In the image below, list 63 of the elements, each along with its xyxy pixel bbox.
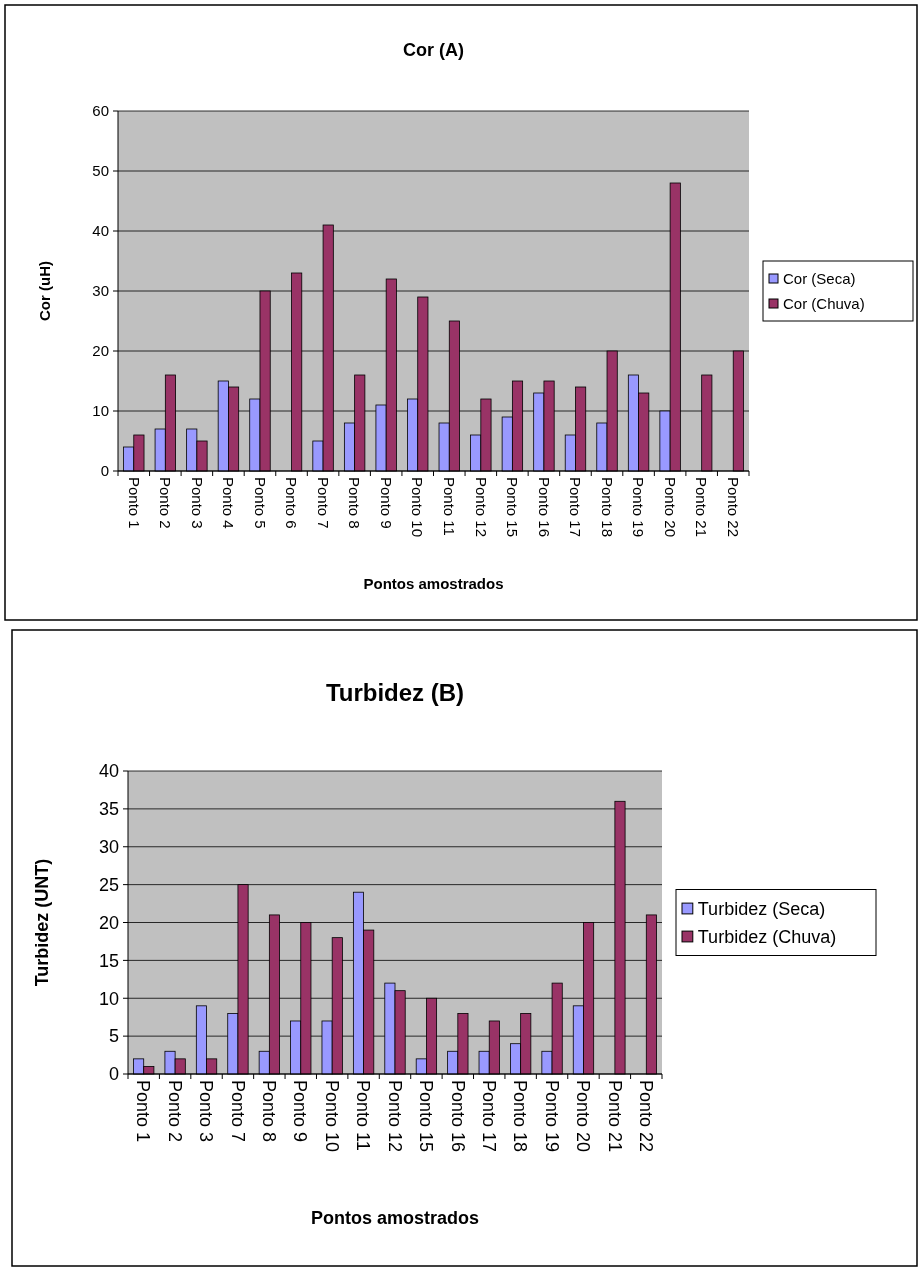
x-tick-label: Ponto 18	[510, 1080, 531, 1153]
x-tick-label: Ponto 3	[188, 477, 206, 529]
x-tick-label: Ponto 7	[314, 477, 332, 529]
x-tick-label: Ponto 10	[409, 477, 427, 538]
y-tick-label: 15	[98, 950, 119, 971]
y-tick-label: 50	[92, 162, 109, 180]
x-tick-label: Ponto 16	[535, 477, 553, 538]
x-tick-label: Ponto 6	[283, 477, 301, 529]
x-tick-label: Ponto 18	[598, 477, 616, 538]
x-tick-label: Ponto 11	[353, 1080, 374, 1151]
x-tick-label: Ponto 4	[220, 477, 238, 529]
x-tick-label: Ponto 8	[259, 1080, 280, 1143]
y-tick-label: 30	[98, 837, 119, 858]
y-axis-title: Turbidez (UNT)	[32, 858, 52, 987]
x-tick-label: Ponto 20	[661, 477, 679, 538]
x-tick-label: Ponto 2	[164, 1080, 185, 1143]
y-tick-label: 40	[98, 761, 119, 782]
chart-title: Turbidez (B)	[325, 679, 465, 706]
x-tick-label: Ponto 12	[472, 477, 490, 538]
x-tick-label: Ponto 17	[567, 477, 585, 538]
legend-label: Cor (Seca)	[783, 269, 856, 287]
x-tick-label: Ponto 10	[321, 1080, 342, 1153]
x-tick-label: Ponto 20	[573, 1080, 594, 1153]
x-tick-label: Ponto 9	[377, 477, 395, 529]
x-axis-title: Pontos amostrados	[310, 1208, 480, 1228]
x-tick-label: Ponto 2	[157, 477, 175, 529]
x-tick-label: Ponto 5	[251, 477, 269, 529]
x-tick-label: Ponto 9	[290, 1080, 311, 1143]
y-tick-label: 30	[92, 282, 109, 300]
chart-title: Cor (A)	[403, 40, 464, 60]
x-tick-label: Ponto 8	[346, 477, 364, 529]
x-axis-title: Pontos amostrados	[363, 575, 504, 592]
x-tick-label: Ponto 19	[541, 1080, 562, 1153]
x-tick-label: Ponto 7	[227, 1080, 248, 1143]
y-axis-title: Cor (uH)	[36, 261, 53, 321]
y-tick-label: 20	[98, 912, 119, 933]
x-tick-label: Ponto 15	[416, 1080, 437, 1153]
legend-label: Turbidez (Chuva)	[697, 926, 837, 947]
y-tick-label: 0	[100, 462, 109, 480]
x-tick-label: Ponto 21	[693, 477, 711, 538]
x-tick-label: Ponto 15	[504, 477, 522, 538]
x-tick-label: Ponto 21	[604, 1080, 625, 1153]
y-tick-label: 10	[98, 988, 119, 1009]
x-tick-label: Ponto 12	[384, 1080, 405, 1153]
x-tick-label: Ponto 22	[635, 1080, 656, 1153]
x-tick-label: Ponto 16	[447, 1080, 468, 1153]
y-tick-label: 25	[98, 874, 119, 895]
x-tick-label: Ponto 3	[196, 1080, 217, 1143]
x-tick-label: Ponto 17	[478, 1080, 499, 1153]
x-tick-label: Ponto 22	[724, 477, 742, 538]
legend-label: Cor (Chuva)	[783, 294, 865, 312]
x-tick-label: Ponto 1	[125, 477, 143, 529]
y-tick-label: 40	[92, 222, 109, 240]
y-tick-label: 35	[98, 799, 119, 820]
y-tick-label: 60	[92, 102, 109, 120]
y-tick-label: 0	[108, 1064, 119, 1085]
x-tick-label: Ponto 11	[441, 477, 459, 536]
x-tick-label: Ponto 19	[630, 477, 648, 538]
x-tick-label: Ponto 1	[133, 1080, 154, 1143]
y-tick-label: 5	[108, 1026, 119, 1047]
y-tick-label: 20	[92, 342, 109, 360]
y-tick-label: 10	[92, 402, 109, 420]
legend-label: Turbidez (Seca)	[697, 898, 826, 919]
